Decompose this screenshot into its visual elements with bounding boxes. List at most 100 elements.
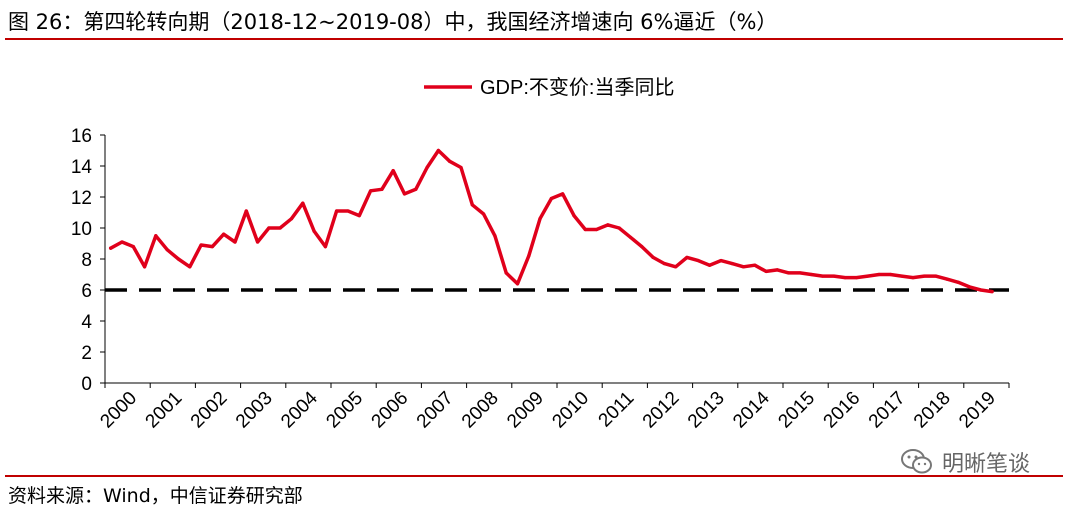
- data-point: [594, 227, 599, 232]
- x-tick-label: 2005: [322, 388, 367, 433]
- data-point: [470, 203, 474, 207]
- data-point: [719, 258, 723, 263]
- data-point: [617, 226, 621, 230]
- data-point: [662, 262, 666, 266]
- data-point: [176, 257, 181, 261]
- source-divider: [5, 475, 1063, 477]
- series-points-gdp: [109, 148, 994, 294]
- data-point: [809, 272, 813, 277]
- x-tick-label: 2010: [548, 388, 593, 433]
- y-tick-label: 14: [71, 157, 93, 178]
- data-point: [877, 272, 881, 277]
- data-point: [561, 192, 565, 196]
- data-point: [504, 271, 508, 275]
- x-tick-label: 2016: [820, 388, 865, 433]
- x-tick-label: 2001: [142, 388, 187, 433]
- data-point: [346, 209, 350, 213]
- data-point: [515, 282, 520, 286]
- data-point: [255, 240, 260, 244]
- x-tick-label: 2009: [503, 388, 548, 433]
- data-point: [854, 276, 859, 280]
- x-tick-label: 2012: [639, 388, 684, 433]
- data-point: [606, 223, 610, 227]
- data-point: [493, 234, 497, 238]
- data-point: [165, 248, 169, 252]
- x-tick-label: 2000: [96, 388, 141, 433]
- data-point: [843, 276, 847, 280]
- data-point: [289, 217, 294, 221]
- data-point: [335, 209, 339, 213]
- data-point: [583, 227, 587, 232]
- data-point: [990, 289, 994, 294]
- y-tick-label: 6: [81, 281, 92, 302]
- series-line-gdp: [108, 148, 994, 294]
- data-point: [685, 255, 689, 260]
- data-point: [278, 226, 282, 230]
- data-point: [402, 192, 407, 196]
- data-point: [323, 245, 327, 249]
- legend-label-gdp: GDP:不变价:当季同比: [480, 76, 674, 99]
- x-tick-label: 2018: [910, 388, 955, 433]
- data-point: [538, 217, 542, 221]
- data-point: [527, 254, 531, 258]
- x-tick-label: 2006: [368, 388, 413, 433]
- x-tick-label: 2004: [277, 387, 322, 432]
- y-tick-label: 8: [81, 250, 92, 271]
- data-point: [244, 209, 248, 213]
- data-point: [210, 245, 214, 249]
- data-point: [154, 234, 158, 238]
- data-point: [764, 269, 768, 273]
- data-point: [425, 165, 429, 170]
- x-tick-label: 2017: [865, 388, 910, 433]
- data-point: [820, 274, 825, 278]
- data-point: [628, 235, 633, 239]
- data-point: [933, 274, 938, 278]
- data-point: [109, 246, 113, 250]
- data-point: [391, 169, 395, 173]
- y-tick-label: 16: [71, 126, 92, 147]
- x-tick-label: 2002: [187, 388, 232, 433]
- data-point: [572, 214, 576, 218]
- x-tick-label: 2011: [595, 388, 639, 432]
- y-tick-label: 10: [71, 219, 92, 240]
- data-point: [414, 187, 418, 191]
- wechat-icon: [901, 449, 932, 474]
- data-point: [956, 280, 960, 284]
- data-point: [945, 277, 949, 281]
- data-point: [436, 148, 440, 153]
- watermark-label: 明晰笔谈: [942, 452, 1031, 477]
- y-tick-label: 2: [81, 343, 92, 364]
- data-point: [832, 274, 836, 278]
- data-point: [459, 165, 463, 170]
- x-tick-label: 2007: [413, 388, 458, 433]
- data-point: [651, 255, 655, 260]
- data-point: [741, 265, 746, 269]
- data-point: [900, 274, 904, 278]
- data-point: [979, 288, 983, 292]
- data-point: [967, 285, 972, 289]
- data-point: [866, 274, 870, 278]
- data-point: [707, 263, 712, 267]
- data-point: [222, 232, 226, 236]
- data-point: [368, 189, 373, 193]
- data-point: [549, 196, 553, 201]
- data-point: [787, 271, 791, 275]
- data-point: [753, 263, 757, 267]
- data-point: [775, 268, 779, 272]
- data-point: [911, 276, 915, 280]
- data-point: [888, 272, 892, 277]
- source-note: 资料来源：Wind，中信证券研究部: [8, 485, 303, 507]
- data-point: [380, 187, 384, 191]
- data-point: [674, 265, 678, 269]
- data-point: [640, 245, 644, 249]
- data-point: [481, 212, 486, 216]
- data-point: [267, 226, 271, 230]
- y-tick-label: 0: [81, 374, 92, 395]
- figure-title: 图 26：第四轮转向期（2018-12~2019-08）中，我国经济增速向 6%…: [8, 10, 778, 34]
- data-point: [233, 240, 237, 244]
- x-tick-label: 2003: [232, 388, 277, 433]
- data-point: [188, 265, 192, 269]
- x-tick-label: 2014: [729, 387, 774, 432]
- data-point: [730, 262, 734, 266]
